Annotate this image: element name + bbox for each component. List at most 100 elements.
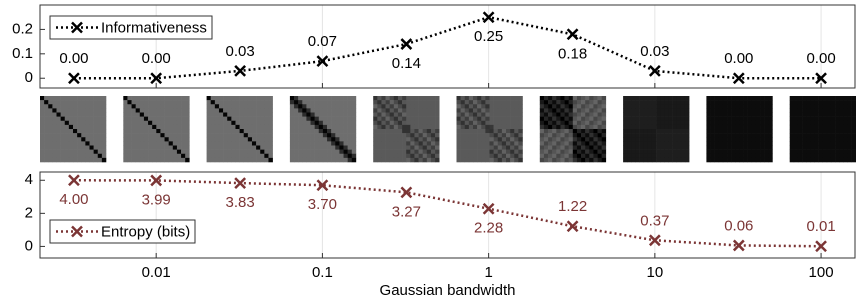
matrix-cell [684, 108, 690, 113]
matrix-cell [164, 129, 169, 134]
matrix-cell [410, 145, 415, 150]
matrix-cell [373, 149, 378, 155]
matrix-cell [64, 145, 70, 150]
matrix-cell [718, 133, 724, 138]
matrix-cell [635, 104, 640, 109]
matrix-cell [210, 157, 216, 163]
matrix-cell [131, 100, 136, 105]
matrix-cell [206, 141, 212, 146]
matrix-cell [410, 104, 415, 109]
matrix-cell [680, 96, 686, 101]
matrix-cell [235, 141, 240, 146]
marker [316, 55, 329, 68]
matrix-cell [289, 157, 295, 163]
matrix-cell [143, 133, 149, 138]
matrix-cell [672, 141, 678, 146]
matrix-cell [460, 129, 466, 134]
matrix-cell [426, 100, 432, 105]
matrix-cell [231, 104, 236, 109]
matrix-cell [851, 108, 856, 113]
matrix-cell [647, 145, 653, 150]
matrix-cell [44, 104, 49, 109]
matrix-cell [514, 137, 519, 142]
matrix-cell [239, 141, 245, 146]
matrix-cell [306, 133, 311, 138]
matrix-cell [172, 100, 178, 105]
matrix-cell [131, 104, 136, 109]
matrix-cell [227, 141, 232, 146]
matrix-cell [631, 112, 636, 117]
similarity-matrix [456, 96, 523, 163]
matrix-cell [422, 157, 428, 163]
matrix-cell [247, 112, 253, 117]
matrix-cell [143, 100, 149, 105]
matrix-cell [843, 133, 848, 138]
matrix-cell [597, 149, 602, 155]
matrix-cell [768, 112, 773, 117]
matrix-cell [168, 149, 174, 155]
matrix-cell [381, 133, 386, 138]
matrix-cell [152, 145, 157, 150]
matrix-cell [343, 149, 348, 155]
matrix-cell [810, 120, 815, 126]
matrix-cell [627, 129, 632, 134]
matrix-cell [89, 137, 94, 142]
matrix-cell [647, 137, 653, 142]
matrix-cell [152, 124, 157, 130]
matrix-cell [40, 108, 45, 113]
matrix-cell [243, 149, 249, 155]
matrix-cell [89, 145, 94, 150]
matrix-cell [156, 108, 161, 113]
matrix-cell [710, 157, 715, 163]
matrix-cell [143, 145, 149, 150]
matrix-cell [751, 157, 757, 163]
matrix-cell [164, 96, 169, 101]
matrix-cell [373, 157, 378, 163]
matrix-cell [718, 120, 724, 126]
matrix-cell [585, 112, 590, 117]
matrix-cell [268, 133, 273, 138]
matrix-cell [264, 112, 269, 117]
matrix-cell [501, 149, 507, 155]
matrix-cell [60, 96, 66, 101]
matrix-cell [377, 104, 382, 109]
matrix-cell [643, 108, 649, 113]
matrix-cell [426, 120, 432, 126]
matrix-cell [568, 129, 574, 134]
matrix-cell [331, 112, 336, 117]
matrix-cell [40, 145, 45, 150]
matrix-cell [473, 137, 478, 142]
matrix-cell [826, 153, 832, 159]
matrix-cell [826, 100, 832, 105]
matrix-cell [44, 157, 49, 163]
matrix-cell [422, 129, 428, 134]
matrix-cell [830, 137, 836, 142]
matrix-cell [789, 133, 795, 138]
matrix-cell [185, 120, 190, 126]
matrix-cell [710, 149, 715, 155]
matrix-cell [680, 149, 686, 155]
matrix-cell [40, 96, 45, 101]
matrix-cell [481, 120, 486, 126]
matrix-cell [81, 157, 86, 163]
matrix-cell [152, 157, 157, 163]
matrix-cell [160, 133, 165, 138]
matrix-cell [310, 133, 315, 138]
matrix-cell [684, 149, 690, 155]
matrix-cell [40, 137, 45, 142]
matrix-cell [755, 100, 761, 105]
matrix-cell [651, 157, 657, 163]
matrix-cell [422, 116, 428, 122]
matrix-cell [664, 141, 669, 146]
matrix-cell [839, 153, 844, 159]
matrix-cell [318, 96, 324, 101]
matrix-cell [768, 120, 773, 126]
matrix-cell [585, 129, 590, 134]
matrix-cell [235, 149, 240, 155]
matrix-cell [623, 120, 628, 126]
data-label: 0.18 [558, 45, 587, 62]
matrix-cell [322, 133, 328, 138]
matrix-cell [218, 112, 224, 117]
matrix-cell [410, 157, 415, 163]
matrix-cell [847, 153, 852, 159]
